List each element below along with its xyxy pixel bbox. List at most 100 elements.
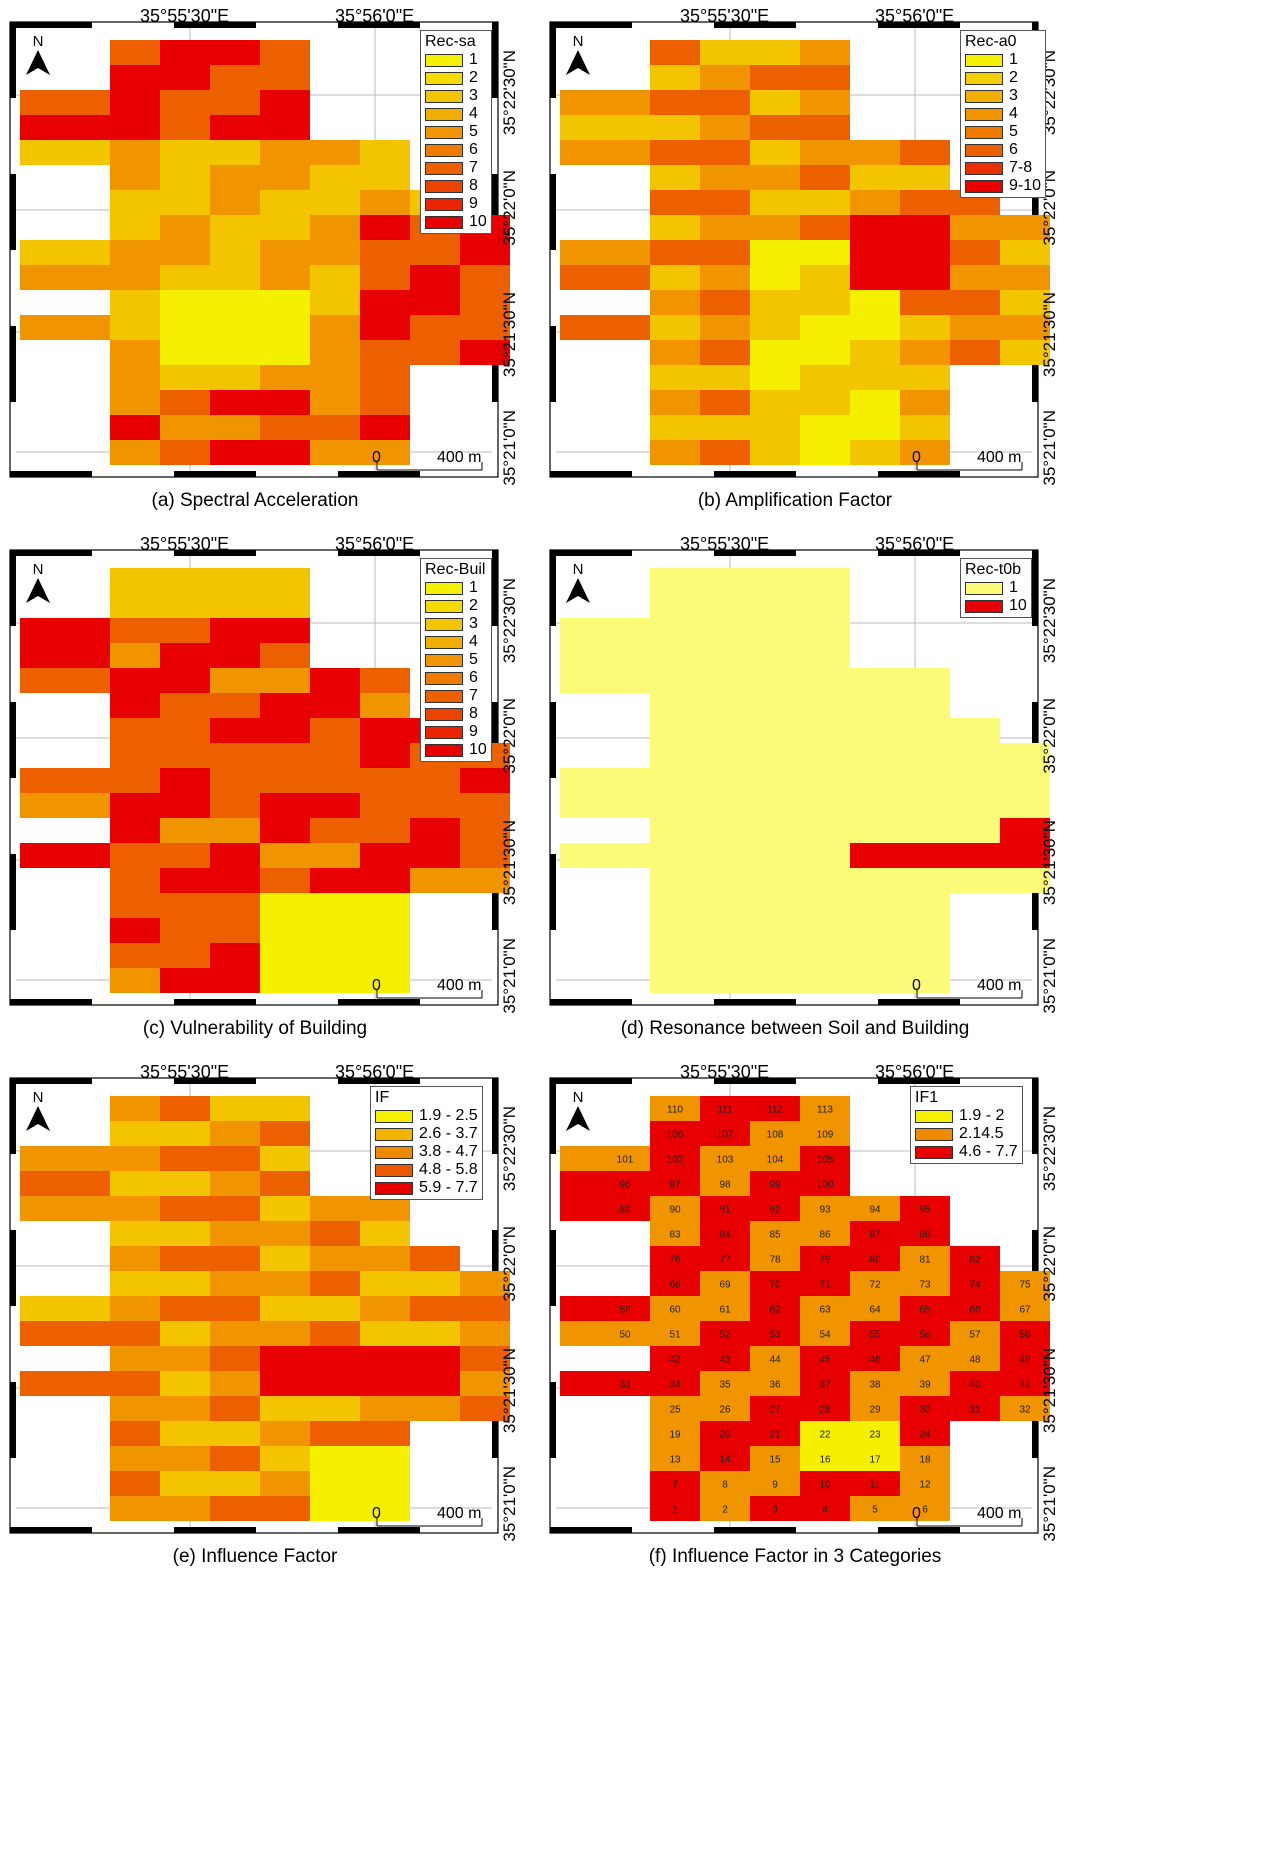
scale-zero: 0: [912, 1505, 921, 1522]
latitude-label: 35°21'0"N: [1040, 1466, 1059, 1542]
cell-number-label: 41: [1019, 1380, 1031, 1391]
raster-cell: [800, 1271, 850, 1296]
latitude-label: 35°22'0"N: [500, 698, 519, 774]
raster-cell: [160, 40, 210, 65]
raster-cell: [950, 1396, 1000, 1421]
raster-cell: [260, 1471, 310, 1496]
raster-cell: [650, 1096, 700, 1121]
raster-cell: [260, 593, 310, 618]
raster-cell: [410, 1321, 460, 1346]
cell-number-label: 101: [617, 1155, 634, 1166]
raster-cell: [260, 365, 310, 390]
raster-cell: [950, 340, 1000, 365]
raster-cell: [460, 1321, 510, 1346]
raster-cell: [650, 793, 700, 818]
latitude-label: 35°22'0"N: [500, 1226, 519, 1302]
raster-cell: [700, 818, 750, 843]
raster-cell: [750, 668, 800, 693]
raster-cell: [260, 843, 310, 868]
raster-cell: [850, 943, 900, 968]
raster-cell: [900, 1396, 950, 1421]
raster-cell: [850, 1196, 900, 1221]
raster-cell: [900, 315, 950, 340]
cell-number-label: 22: [819, 1430, 831, 1441]
raster-cell: [850, 190, 900, 215]
legend-title: IF: [375, 1089, 390, 1106]
legend-swatch: [965, 161, 1003, 175]
raster-cell: [110, 1196, 160, 1221]
raster-cell: [1000, 843, 1050, 868]
cell-number-label: 21: [769, 1430, 781, 1441]
raster-cell: [560, 668, 650, 693]
raster-cell: [900, 1196, 950, 1221]
raster-cell: [160, 643, 210, 668]
raster-cell: [800, 1446, 850, 1471]
north-arrow-icon: N: [26, 1089, 50, 1131]
raster-cell: [310, 918, 360, 943]
raster-cell: [260, 818, 310, 843]
cell-number-label: 100: [817, 1180, 834, 1191]
raster-cell: [310, 290, 360, 315]
raster-cell: [210, 365, 260, 390]
panel-caption: (d) Resonance between Soil and Building: [620, 1018, 970, 1039]
raster-cell: [900, 365, 950, 390]
longitude-label: 35°56'0"E: [335, 534, 415, 554]
raster-cell: [1000, 1371, 1050, 1396]
raster-cell: [800, 668, 850, 693]
raster-cell: [160, 843, 210, 868]
cell-number-label: 83: [669, 1230, 681, 1241]
raster-cell: [750, 918, 800, 943]
raster-cell: [650, 315, 700, 340]
legend-swatch: [965, 89, 1003, 103]
latitude-label: 35°21'0"N: [500, 938, 519, 1014]
raster-cell: [950, 240, 1000, 265]
legend-label: 10: [469, 741, 487, 758]
raster-cell: [160, 90, 210, 115]
raster-cell: [700, 290, 750, 315]
legend-item: 4: [425, 633, 487, 651]
raster-cell: [160, 440, 210, 465]
north-label: N: [33, 33, 44, 50]
legend-title: Rec-t0b: [965, 561, 1022, 578]
legend-label: 2: [1009, 69, 1018, 86]
longitude-label: 35°55'30"E: [140, 1062, 230, 1082]
raster-cell: [1000, 340, 1050, 365]
raster-cell: [360, 1471, 410, 1496]
cell-number-label: 44: [769, 1355, 781, 1366]
cell-number-label: 37: [819, 1380, 831, 1391]
cell-number-label: 77: [719, 1255, 731, 1266]
raster-cell: [850, 868, 900, 893]
raster-cell: [210, 1471, 260, 1496]
raster-cell: [20, 115, 110, 140]
raster-cell: [460, 868, 510, 893]
raster-cell: [700, 390, 750, 415]
raster-cell: [110, 843, 160, 868]
raster-cell: [700, 65, 750, 90]
raster-cell: [160, 1471, 210, 1496]
raster-cell: [800, 315, 850, 340]
legend-swatch: [915, 1145, 953, 1159]
scale-distance: 400 m: [437, 977, 481, 994]
cell-number-label: 34: [669, 1380, 681, 1391]
raster-cell: [410, 843, 460, 868]
raster-cell: [950, 843, 1000, 868]
north-arrow-icon: N: [566, 561, 590, 603]
raster-cell: [700, 1446, 750, 1471]
cell-number-label: 5: [872, 1505, 878, 1516]
raster-cell: [560, 643, 650, 668]
raster-cell: [260, 693, 310, 718]
cell-number-label: 67: [1019, 1305, 1031, 1316]
raster-cell: [260, 668, 310, 693]
raster-cell: [900, 1221, 950, 1246]
cell-number-label: 55: [869, 1330, 881, 1341]
raster-cell: [650, 365, 700, 390]
legend-label: 5: [469, 123, 478, 140]
raster-cell: [900, 918, 950, 943]
raster-cell: [460, 1371, 510, 1396]
raster-cell: [260, 90, 310, 115]
raster-cell: [560, 1171, 650, 1196]
cell-number-label: 51: [669, 1330, 681, 1341]
raster-cell: [750, 693, 800, 718]
scale-zero: 0: [912, 449, 921, 466]
